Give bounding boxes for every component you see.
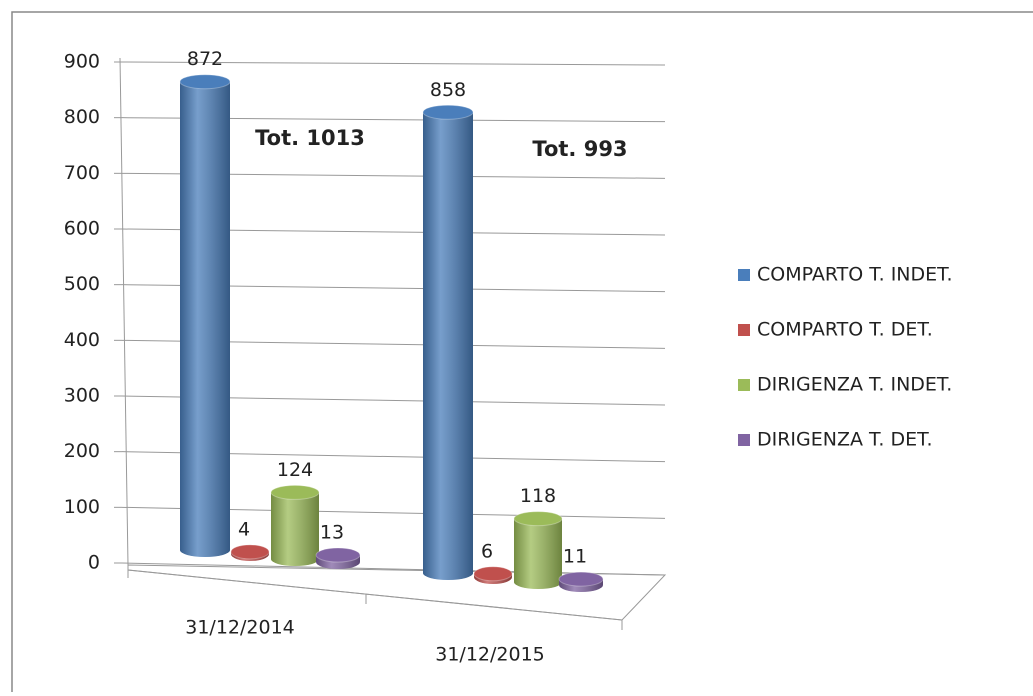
- bar-shade: [180, 81, 230, 558]
- bar-top: [422, 104, 474, 120]
- y-tick-label: 800: [64, 106, 100, 128]
- bar-top: [179, 74, 231, 90]
- data-label: 858: [430, 79, 466, 101]
- bar-shade: [423, 112, 473, 580]
- bar: [513, 511, 563, 589]
- frame: [11, 11, 1033, 696]
- y-tick-label: 500: [64, 273, 100, 295]
- data-label: 872: [187, 48, 223, 70]
- legend-swatch: [738, 434, 750, 446]
- legend-label: DIRIGENZA T. INDET.: [757, 374, 952, 396]
- x-axis: [127, 569, 623, 621]
- data-label: 13: [320, 522, 344, 544]
- y-tick-label: 200: [64, 440, 100, 462]
- y-tick-label: 300: [64, 385, 100, 407]
- data-label: 11: [563, 546, 587, 568]
- bar: [558, 571, 604, 592]
- legend-label: DIRIGENZA T. DET.: [757, 429, 933, 451]
- annotation: Tot. 993: [532, 137, 627, 161]
- y-tick-label: 700: [64, 162, 100, 184]
- data-label: 124: [277, 459, 313, 481]
- data-label: 6: [481, 540, 493, 562]
- grid-line: [121, 61, 666, 66]
- y-tick-label: 600: [64, 218, 100, 240]
- bar-top: [230, 544, 270, 560]
- legend-swatch: [738, 269, 750, 281]
- bar-top: [558, 571, 604, 587]
- legend-label: COMPARTO T. INDET.: [757, 264, 953, 286]
- bar: [179, 74, 231, 558]
- bar: [315, 547, 361, 569]
- bar: [230, 544, 270, 561]
- y-tick-label: 900: [64, 51, 100, 73]
- bar-top: [315, 547, 361, 563]
- y-tick-label: 400: [64, 329, 100, 351]
- bar: [422, 104, 474, 580]
- annotation: Tot. 1013: [255, 126, 365, 150]
- legend-swatch: [738, 324, 750, 336]
- x-tick-label: 31/12/2015: [435, 644, 545, 666]
- x-tick-label: 31/12/2014: [185, 617, 295, 639]
- y-axis: [119, 57, 129, 566]
- y-tick-label: 0: [88, 552, 100, 574]
- data-label: 4: [238, 518, 250, 540]
- legend-swatch: [738, 379, 750, 391]
- bar-top: [473, 566, 513, 582]
- bar: [270, 484, 320, 566]
- bar: [473, 566, 513, 584]
- bar-top: [513, 511, 563, 527]
- bar-top: [270, 484, 320, 500]
- bar-shade: [271, 492, 319, 566]
- legend-label: COMPARTO T. DET.: [757, 319, 933, 341]
- bar-shade: [514, 518, 562, 589]
- y-tick-label: 100: [64, 496, 100, 518]
- data-label: 118: [520, 485, 556, 507]
